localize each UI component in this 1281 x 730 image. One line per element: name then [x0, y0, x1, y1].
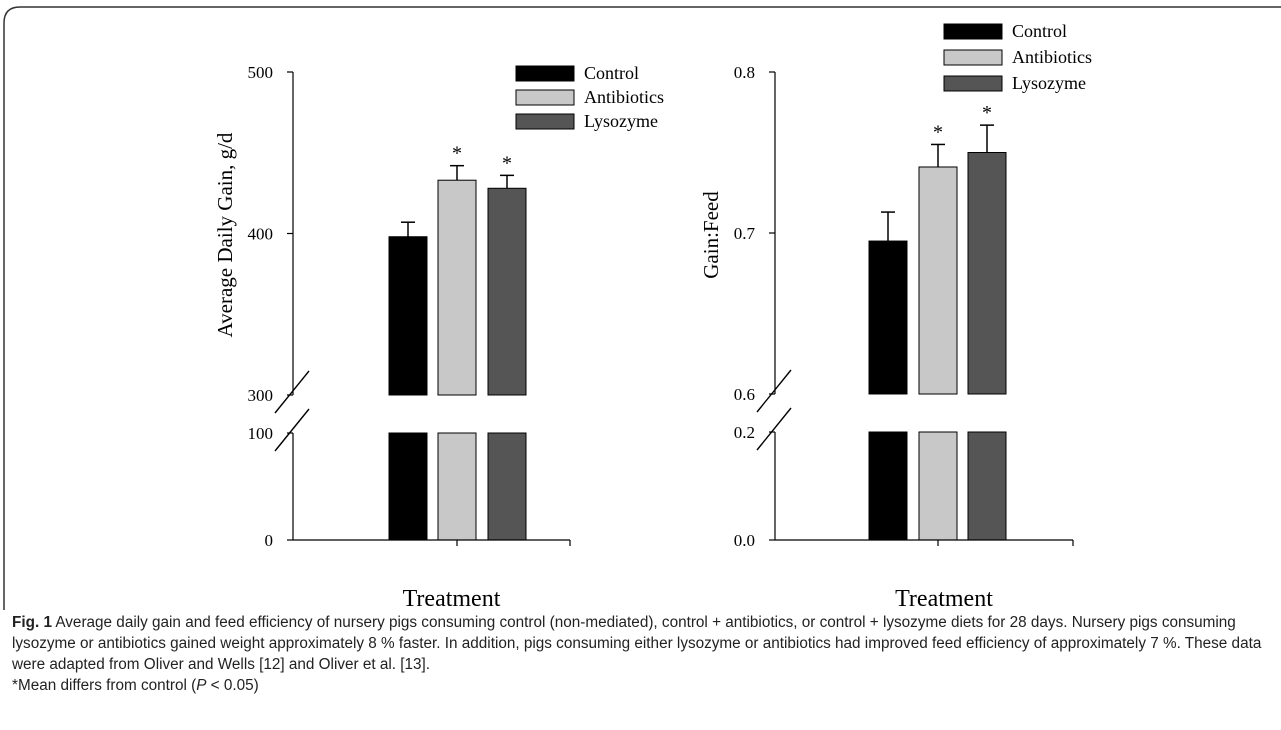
bar-control [868, 240, 908, 395]
caption-footnote-post: < 0.05) [206, 677, 259, 694]
legend-label-antibiotics: Antibiotics [1012, 47, 1092, 67]
y-tick-label: 0.7 [734, 224, 756, 243]
legend-swatch-control [515, 65, 575, 82]
y-tick-label: 0.2 [734, 423, 755, 442]
axis-break-mark-upper [274, 370, 310, 414]
figure-charts: * * 0 100 300 400 500 Average Daily Gain, g/d Tr… [3, 6, 1281, 610]
legend-label-control: Control [1012, 21, 1067, 41]
legend-swatch-antibiotics [515, 89, 575, 106]
bar-antibiotics [437, 179, 477, 396]
legend-swatch-lysozyme [515, 113, 575, 130]
axis-break-mark-upper [756, 369, 792, 413]
y-axis-label: Gain:Feed [699, 191, 723, 279]
significance-lysozyme: * [502, 152, 512, 174]
y-tick-label: 500 [248, 63, 274, 82]
y-tick-label: 300 [248, 386, 274, 405]
bar-antibiotics-lower [437, 432, 477, 541]
bar-antibiotics [918, 166, 958, 395]
y-tick-label: 400 [248, 225, 274, 244]
caption-footnote-p: P [196, 677, 207, 694]
legend-swatch-control [943, 23, 1003, 40]
caption-footnote-pre: *Mean differs from control ( [12, 677, 197, 694]
chart-average-daily-gain: * * 0 100 300 400 500 Average Daily Gain, g/d Tr… [213, 63, 664, 610]
chart-gain-feed: * * 0.0 0.2 0.6 0.7 0.8 Gain:Feed Treatment Contr… [699, 21, 1092, 610]
y-tick-label: 0.8 [734, 63, 755, 82]
caption-label: Fig. 1 [12, 614, 52, 631]
bar-lysozyme [967, 152, 1007, 395]
legend-swatch-antibiotics [943, 49, 1003, 66]
legend-swatch-lysozyme [943, 75, 1003, 92]
figure-caption: Fig. 1 Average daily gain and feed effic… [12, 612, 1267, 696]
axis-break-mark-lower [274, 408, 310, 452]
bar-antibiotics-lower [918, 431, 958, 541]
bar-control [388, 236, 428, 396]
bar-lysozyme-lower [967, 431, 1007, 541]
figure-border [3, 6, 1281, 610]
x-axis-label: Treatment [895, 586, 993, 610]
legend-label-lysozyme: Lysozyme [1012, 73, 1086, 93]
y-tick-label: 0.0 [734, 531, 755, 550]
bar-control-lower [388, 432, 428, 541]
axis-break-mark-lower [756, 407, 792, 451]
legend-label-lysozyme: Lysozyme [584, 111, 658, 131]
significance-lysozyme: * [982, 102, 992, 124]
caption-text: Average daily gain and feed efficiency o… [12, 614, 1262, 673]
bar-control-lower [868, 431, 908, 541]
y-tick-label: 0.6 [734, 385, 755, 404]
significance-antibiotics: * [452, 143, 462, 165]
legend-label-antibiotics: Antibiotics [584, 87, 664, 107]
y-tick-label: 100 [248, 424, 274, 443]
x-axis-label: Treatment [403, 586, 501, 610]
significance-antibiotics: * [933, 121, 943, 143]
legend-label-control: Control [584, 63, 639, 83]
bar-lysozyme [487, 187, 527, 396]
y-tick-label: 0 [265, 531, 274, 550]
y-axis-label: Average Daily Gain, g/d [213, 132, 237, 337]
bar-lysozyme-lower [487, 432, 527, 541]
